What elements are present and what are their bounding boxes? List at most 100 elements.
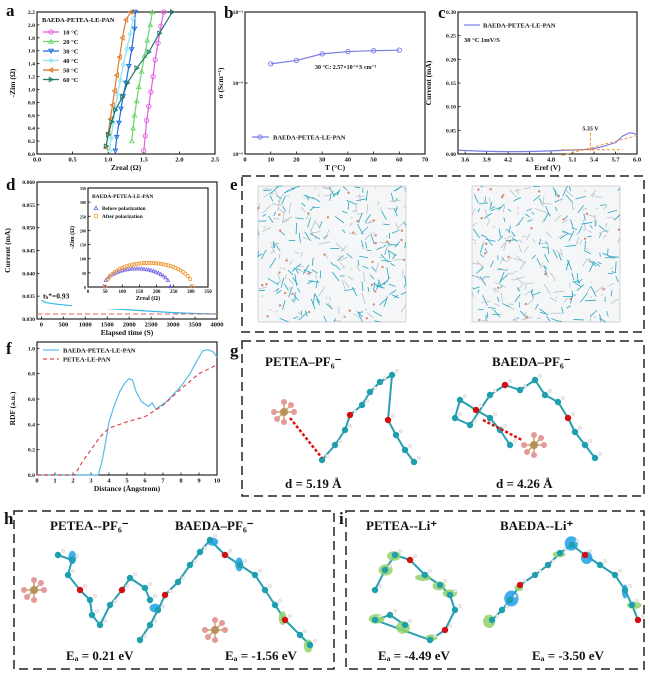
atom (531, 376, 539, 384)
ion-atom (524, 302, 528, 306)
series-3-point (127, 31, 134, 37)
polymer-bond (555, 206, 558, 212)
polymer-bond (367, 286, 370, 293)
atom (118, 586, 126, 594)
inset-point (185, 273, 190, 279)
polymer-bond (276, 289, 282, 295)
polymer-bond (325, 254, 329, 260)
y-tick-label: 250 (80, 214, 86, 219)
phosphorus-atom (30, 586, 38, 594)
ion-atom (481, 203, 484, 206)
polymer-bond (353, 313, 362, 319)
ion-atom (593, 214, 597, 218)
polymer-bond (531, 254, 536, 260)
polymer-bond (522, 236, 527, 238)
polymer-bond (371, 266, 376, 272)
polymer-bond (471, 287, 475, 289)
ion-atom (307, 271, 311, 275)
ion-atom (278, 213, 281, 216)
polymer-bond (511, 237, 519, 242)
polymer-bond (575, 196, 587, 200)
polymer-bond (275, 288, 280, 292)
hydrogen-atom (538, 569, 542, 573)
atom (401, 621, 409, 629)
legend-label: 40 °C (63, 58, 79, 65)
ion-atom (473, 274, 477, 278)
inset-series-1 (103, 260, 195, 289)
polymer-bond (539, 265, 545, 268)
hydrogen-atom (125, 584, 129, 588)
series-1-line (131, 11, 153, 142)
polymer-bond (476, 266, 484, 274)
panel-label-f: f (6, 339, 12, 358)
polymer-bond (485, 238, 496, 242)
series-0-point (148, 89, 154, 95)
y-tick-label: 0.030 (22, 317, 35, 323)
hydrogen-atom (365, 399, 369, 403)
hydrogen-atom (398, 549, 402, 553)
fluorine-atom (21, 587, 27, 593)
polymer-bond (473, 194, 479, 204)
hydrogen-atom (428, 569, 432, 573)
ion-atom (291, 292, 294, 296)
inset-point (139, 266, 144, 271)
ion-atom (352, 231, 355, 234)
series-0-point (345, 48, 351, 55)
series-4-point (122, 16, 129, 23)
ion-atom (347, 191, 350, 195)
atom (146, 621, 154, 629)
ion-atom (372, 219, 376, 222)
polymer-bond (498, 204, 505, 211)
polymer-bond (385, 243, 390, 252)
polymer-bond (564, 215, 569, 220)
polymer-bond (567, 260, 570, 265)
polymer-bond (500, 284, 503, 289)
polymer-bond (582, 219, 587, 230)
polymer-bond (608, 282, 615, 287)
polymer-bond (298, 312, 308, 321)
phosphorus-atom (530, 441, 538, 449)
atom (371, 586, 379, 594)
ion-atom (572, 207, 575, 210)
inset-point (146, 260, 151, 266)
polymer-bond (316, 298, 320, 306)
atom (446, 591, 454, 599)
polymer-bond (560, 248, 563, 257)
hydrogen-atom (551, 559, 555, 563)
polymer-bond (581, 221, 593, 225)
series-3-point (120, 62, 126, 68)
polymer-bond (311, 257, 314, 266)
polymer-bond (356, 212, 364, 215)
atom (406, 556, 414, 564)
ion-atom (257, 206, 260, 210)
series-3-point (108, 135, 114, 141)
hydrogen-atom (391, 414, 395, 418)
y-tick-label: 10⁻⁵ (233, 152, 244, 158)
hydrogen-atom (598, 452, 602, 456)
ion-atom (372, 231, 375, 235)
polymer-bond (294, 251, 300, 255)
x-tick-label: 150 (136, 290, 144, 295)
atom (581, 551, 589, 559)
polymer-bond (291, 263, 302, 272)
polymer-bond (335, 264, 341, 271)
polymer-bond (336, 189, 341, 196)
bond (177, 564, 191, 583)
ion-atom (510, 272, 513, 276)
polymer-bond (500, 256, 504, 264)
y-tick-label: 200 (80, 228, 86, 233)
polymer-bond (404, 275, 407, 284)
plot-frame (457, 11, 638, 155)
hydrogen-atom (399, 429, 403, 433)
polymer-bond (364, 232, 372, 241)
polymer-bond (547, 245, 550, 255)
atom (581, 441, 589, 449)
polymer-bond (379, 297, 388, 306)
atom (564, 414, 572, 422)
polymer-bond (517, 216, 524, 225)
fluorine-atom (38, 580, 44, 586)
polymer-bond (311, 196, 321, 202)
ion-atom (381, 265, 384, 269)
polymer-bond (565, 262, 569, 271)
polymer-bond (366, 312, 373, 318)
